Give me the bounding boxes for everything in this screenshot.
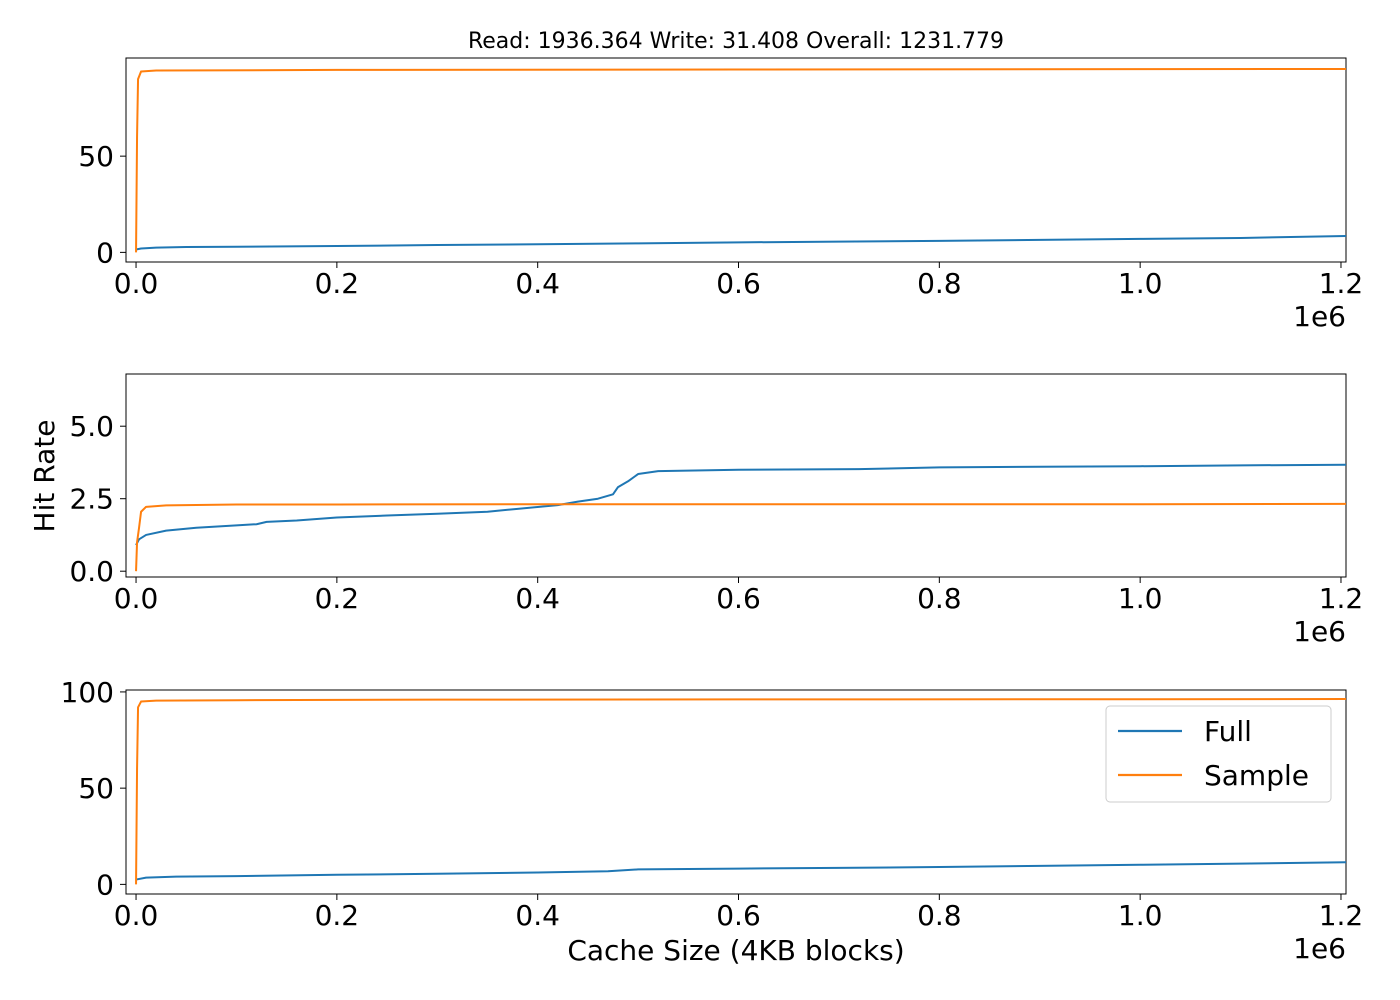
x-axis-label: Cache Size (4KB blocks)	[567, 934, 904, 967]
x-tick-label: 0.6	[716, 899, 761, 932]
x-tick-label: 0.0	[114, 582, 159, 615]
x-tick-label: 1.0	[1118, 267, 1163, 300]
x-tick-label: 0.2	[315, 267, 360, 300]
x-tick-label: 0.6	[716, 582, 761, 615]
series-line-sample-top	[135, 67, 1347, 253]
x-tick-label: 1.0	[1118, 582, 1163, 615]
chart-title: Read: 1936.364 Write: 31.408 Overall: 12…	[468, 29, 1004, 54]
legend-label-sample: Sample	[1204, 759, 1309, 792]
y-tick-label: 0	[96, 868, 114, 901]
x-tick-label: 0.8	[917, 582, 962, 615]
x-tick-label: 0.2	[315, 582, 360, 615]
x-tick-label: 1.2	[1319, 267, 1364, 300]
plot-frame-middle	[125, 373, 1347, 578]
x-offset-text: 1e6	[1293, 615, 1346, 648]
plot-frame-top	[125, 57, 1347, 263]
x-offset-text: 1e6	[1293, 932, 1346, 965]
x-tick-label: 1.2	[1319, 582, 1364, 615]
series-line-sample-middle	[135, 502, 1347, 572]
x-tick-label: 1.0	[1118, 899, 1163, 932]
panel-top: 0.0 0.2 0.4 0.6 0.8 1.0 1.2 0 50 1e6	[78, 57, 1364, 333]
x-tick-label: 0.8	[917, 899, 962, 932]
y-tick-label: 0.0	[69, 555, 114, 588]
x-tick-label: 0.0	[114, 267, 159, 300]
x-tick-label: 0.8	[917, 267, 962, 300]
x-tick-label: 1.2	[1319, 899, 1364, 932]
panel-bottom: 0.0 0.2 0.4 0.6 0.8 1.0 1.2 0 50 100 1e6	[61, 676, 1364, 965]
legend-label-full: Full	[1204, 715, 1252, 748]
series-line-full-top	[135, 235, 1347, 251]
y-tick-label: 2.5	[69, 483, 114, 516]
y-axis-label: Hit Rate	[28, 420, 61, 533]
x-tick-label: 0.6	[716, 267, 761, 300]
y-tick-label: 0	[96, 236, 114, 269]
x-tick-label: 0.4	[515, 582, 560, 615]
y-tick-label: 5.0	[69, 410, 114, 443]
x-tick-label: 0.4	[515, 899, 560, 932]
x-tick-label: 0.0	[114, 899, 159, 932]
y-tick-label: 50	[78, 772, 114, 805]
series-line-full-bottom	[135, 861, 1347, 881]
series-line-sample-bottom	[135, 698, 1347, 885]
y-tick-label: 50	[78, 140, 114, 173]
legend: Full Sample	[1105, 705, 1332, 803]
plot-frame-bottom	[125, 689, 1347, 895]
x-tick-label: 0.2	[315, 899, 360, 932]
panel-middle: 0.0 0.2 0.4 0.6 0.8 1.0 1.2 0.0 2.5 5.0 1e6	[69, 373, 1364, 648]
y-tick-label: 100	[61, 676, 114, 709]
x-tick-label: 0.4	[515, 267, 560, 300]
x-offset-text: 1e6	[1293, 300, 1346, 333]
